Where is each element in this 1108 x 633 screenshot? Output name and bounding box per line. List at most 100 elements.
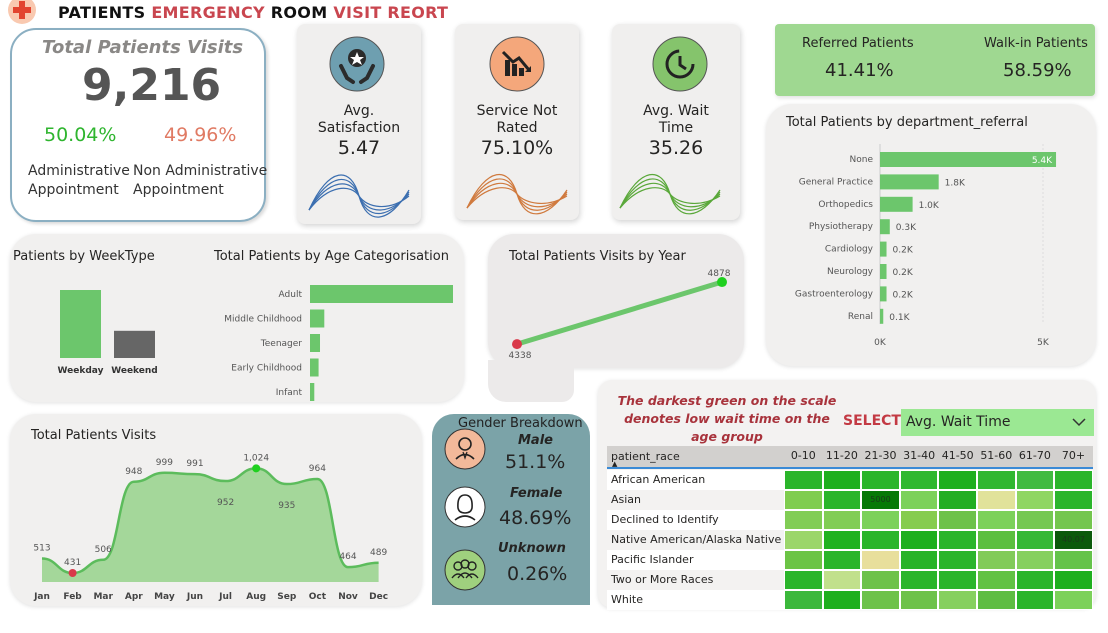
heatmap-cell[interactable]: [977, 590, 1016, 610]
heatmap-cell[interactable]: [822, 470, 862, 490]
table-row[interactable]: [607, 590, 784, 610]
kpi-label: Avg. Satisfaction: [317, 103, 401, 136]
heatmap-cell[interactable]: [861, 570, 900, 590]
heatmap-cell[interactable]: [899, 530, 939, 550]
table-row[interactable]: [607, 570, 784, 590]
table-row[interactable]: [607, 550, 784, 570]
heatmap-cell[interactable]: [1054, 590, 1093, 610]
heatmap-cell[interactable]: [977, 530, 1016, 550]
satisfaction-hands-star-icon: [329, 36, 385, 92]
heatmap-cell[interactable]: [784, 570, 823, 590]
heatmap-cell[interactable]: [1015, 510, 1055, 530]
heatmap-cell[interactable]: [899, 570, 939, 590]
column-header[interactable]: 0-10: [790, 449, 816, 462]
column-header[interactable]: 31-40: [903, 449, 936, 462]
referral-banner: Referred Patients 41.41% Walk-in Patient…: [775, 24, 1095, 96]
heatmap-cell[interactable]: [822, 590, 862, 610]
column-header[interactable]: 21-30: [864, 449, 897, 462]
column-header[interactable]: 61-70: [1018, 449, 1051, 462]
heatmap-cell[interactable]: [784, 530, 823, 550]
column-header[interactable]: 11-20: [825, 449, 858, 462]
heatmap-cell[interactable]: [1054, 490, 1093, 510]
monthly-data-label: 1,024: [243, 453, 269, 463]
dept-bar: [880, 152, 1057, 167]
heatmap-cell[interactable]: [1015, 470, 1055, 490]
heatmap-cell[interactable]: 40.07: [1054, 530, 1093, 550]
dept-bar: [880, 196, 913, 212]
heatmap-cell[interactable]: [1054, 550, 1093, 570]
kpi-label: Avg. Wait Time: [643, 103, 709, 136]
weektype-chart: Weekday Weekend: [58, 290, 158, 376]
row-label: Pacific Islander: [611, 553, 694, 566]
heatmap-cell[interactable]: [938, 570, 977, 590]
monthly-chart: 513 Jan 431 Feb 506 Mar 948 Apr 999 May 991 Jun 952 J…: [33, 453, 388, 602]
monthly-month-label: Sep: [277, 592, 297, 602]
table-row[interactable]: [607, 470, 784, 490]
monthly-data-label: 999: [156, 458, 173, 468]
heatmap-cell[interactable]: [977, 470, 1016, 490]
heatmap-cell[interactable]: [938, 530, 977, 550]
heatmap-cell[interactable]: [1054, 570, 1093, 590]
column-header[interactable]: 70+: [1061, 449, 1086, 462]
heatmap-cell[interactable]: [1015, 550, 1055, 570]
heatmap-cell[interactable]: [1015, 570, 1055, 590]
heatmap-cell[interactable]: [1054, 470, 1093, 490]
heatmap-cell[interactable]: [899, 490, 939, 510]
heatmap-cell[interactable]: [1015, 590, 1055, 610]
heatmap-cell[interactable]: [822, 530, 862, 550]
heatmap-cell[interactable]: [822, 570, 862, 590]
heatmap-cell[interactable]: [784, 510, 823, 530]
heatmap-cell[interactable]: [977, 510, 1016, 530]
heatmap-cell[interactable]: [938, 510, 977, 530]
male-value: 51.1%: [505, 451, 566, 473]
heatmap-cell[interactable]: [938, 470, 977, 490]
heatmap-cell[interactable]: [938, 590, 977, 610]
heatmap-cell[interactable]: [784, 490, 823, 510]
sort-icon: ▲: [612, 460, 618, 468]
year-card-tail: [488, 360, 574, 402]
dept-bar: [880, 219, 890, 235]
year-chart: 4338 4878: [509, 269, 731, 361]
heatmap-cell[interactable]: [822, 550, 862, 570]
heatmap-cell[interactable]: [861, 530, 900, 550]
heatmap-cell[interactable]: 5000: [861, 490, 900, 510]
heatmap-cell[interactable]: [977, 570, 1016, 590]
heatmap-cell[interactable]: [1054, 510, 1093, 530]
monthly-data-label: 964: [309, 464, 326, 474]
male-icon: [444, 428, 486, 470]
heatmap-cell[interactable]: [977, 490, 1016, 510]
heatmap-cell[interactable]: [861, 590, 900, 610]
heatmap-cell[interactable]: [899, 590, 939, 610]
heatmap-cell[interactable]: [899, 510, 939, 530]
heatmap-cell[interactable]: [784, 550, 823, 570]
heatmap-cell[interactable]: [1015, 530, 1055, 550]
heatmap-cell[interactable]: [861, 510, 900, 530]
heatmap-cell[interactable]: [861, 470, 900, 490]
row-header[interactable]: patient_race: [611, 450, 680, 463]
table-row[interactable]: [607, 530, 784, 550]
heatmap-cell[interactable]: [938, 550, 977, 570]
column-header[interactable]: 51-60: [980, 449, 1013, 462]
metric-dropdown[interactable]: Avg. Wait Time: [901, 409, 1094, 436]
row-label: Declined to Identify: [611, 513, 719, 526]
heatmap-cell[interactable]: [899, 550, 939, 570]
gender-title: Gender Breakdown: [458, 416, 583, 431]
column-header[interactable]: 41-50: [941, 449, 974, 462]
monthly-data-label: 489: [370, 548, 387, 558]
dept-bar: [880, 241, 887, 257]
age-category-label: Early Childhood: [231, 364, 302, 374]
heatmap-cell[interactable]: [784, 590, 823, 610]
heatmap-cell[interactable]: [861, 550, 900, 570]
table-row[interactable]: [607, 510, 784, 530]
heatmap-cell[interactable]: [938, 490, 977, 510]
dept-category-label: Cardiology: [825, 245, 874, 255]
year-line: [516, 279, 723, 347]
heatmap-cell[interactable]: [784, 470, 823, 490]
heatmap-cell[interactable]: [899, 470, 939, 490]
heatmap-cell[interactable]: [822, 510, 862, 530]
heatmap-cell[interactable]: [1015, 490, 1055, 510]
monthly-month-label: Nov: [338, 592, 358, 602]
heatmap-cell[interactable]: [822, 490, 862, 510]
heatmap-cell[interactable]: [977, 550, 1016, 570]
table-row[interactable]: [607, 490, 784, 510]
